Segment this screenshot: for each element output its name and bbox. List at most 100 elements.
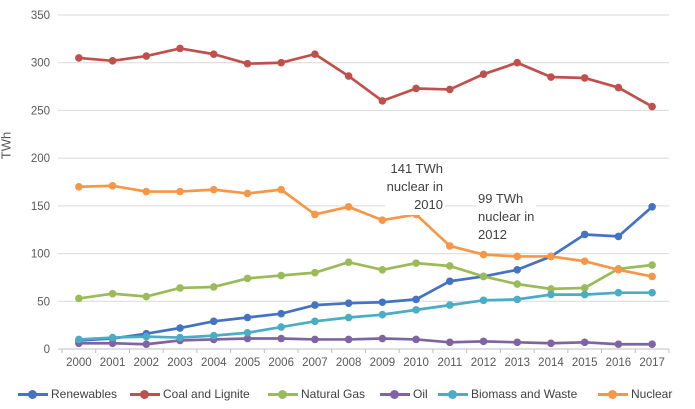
x-tick-label: 2009 (370, 357, 396, 369)
data-point-oil-2002 (142, 340, 151, 349)
x-tick-label: 2005 (235, 357, 261, 369)
chart-legend: Renewables Coal and Lignite Natural Gas … (0, 384, 695, 406)
data-point-oil-2012 (479, 337, 488, 346)
data-point-oil-2005 (243, 334, 252, 343)
data-point-biomass-and-waste-2017 (648, 288, 656, 297)
data-point-coal-and-lignite-2009 (378, 97, 387, 105)
data-point-renewables-2003 (176, 324, 184, 332)
data-point-oil-2006 (277, 334, 285, 343)
data-point-biomass-and-waste-2012 (479, 296, 488, 305)
data-point-coal-and-lignite-2000 (75, 54, 83, 62)
data-point-renewables-2009 (378, 298, 387, 307)
data-point-biomass-and-waste-2004 (209, 331, 218, 340)
data-point-biomass-and-waste-2002 (142, 332, 151, 341)
data-point-nuclear-2008 (344, 203, 353, 211)
data-point-oil-2008 (344, 335, 353, 344)
data-point-renewables-2011 (446, 277, 454, 286)
data-point-natural-gas-2003 (176, 284, 184, 292)
data-point-natural-gas-2015 (580, 284, 589, 292)
y-tick-label: 0 (44, 344, 50, 356)
x-tick-label: 2006 (268, 357, 294, 369)
data-point-coal-and-lignite-2014 (547, 73, 555, 81)
data-point-nuclear-2015 (580, 257, 589, 266)
x-tick-label: 2001 (100, 357, 126, 369)
data-point-natural-gas-2001 (108, 289, 117, 298)
x-tick-label: 2011 (437, 357, 462, 369)
data-point-biomass-and-waste-2003 (176, 333, 184, 342)
data-point-coal-and-lignite-2004 (209, 50, 218, 58)
series-line-renewables (77, 205, 654, 342)
data-point-renewables-2013 (513, 265, 522, 274)
data-point-coal-and-lignite-2003 (176, 44, 184, 53)
data-point-natural-gas-2011 (446, 262, 454, 270)
data-point-coal-and-lignite-2005 (243, 59, 252, 68)
coal-line-marker-icon (130, 389, 160, 399)
data-point-nuclear-2009 (378, 216, 387, 224)
data-point-renewables-2007 (311, 301, 319, 309)
data-point-coal-and-lignite-2001 (108, 57, 117, 65)
data-point-coal-and-lignite-2013 (513, 58, 522, 67)
data-point-coal-and-lignite-2016 (614, 83, 623, 92)
data-point-biomass-and-waste-2005 (243, 328, 252, 337)
data-point-nuclear-2016 (614, 265, 623, 274)
data-point-coal-and-lignite-2012 (479, 70, 488, 78)
data-point-oil-2009 (378, 334, 387, 343)
x-tick-label: 2013 (504, 357, 530, 369)
data-point-renewables-2016 (614, 232, 623, 241)
data-point-biomass-and-waste-2011 (446, 301, 454, 309)
legend-label: Oil (413, 387, 428, 401)
legend-item-nuclear: Nuclear (598, 384, 672, 404)
series-line-coal-and-lignite (77, 47, 654, 108)
data-point-coal-and-lignite-2002 (142, 52, 151, 60)
x-tick-label: 2007 (302, 357, 328, 369)
data-point-nuclear-2012 (479, 250, 488, 259)
data-point-biomass-and-waste-2016 (614, 288, 623, 297)
data-point-nuclear-2013 (513, 252, 522, 261)
y-tick-label: 150 (31, 201, 50, 213)
data-point-natural-gas-2017 (648, 261, 656, 269)
data-point-coal-and-lignite-2015 (580, 74, 589, 82)
data-point-natural-gas-2007 (311, 268, 319, 277)
data-point-renewables-2017 (648, 203, 656, 211)
data-point-biomass-and-waste-2009 (378, 310, 387, 319)
data-point-coal-and-lignite-2008 (344, 72, 353, 80)
x-tick-label: 2015 (572, 357, 598, 369)
data-point-biomass-and-waste-2000 (75, 335, 83, 344)
data-point-coal-and-lignite-2011 (446, 85, 454, 94)
data-point-biomass-and-waste-2013 (513, 295, 522, 304)
data-point-oil-2001 (108, 339, 117, 348)
data-point-oil-2007 (311, 335, 319, 344)
chart-plot-area: 0 50 100 150 200 250 300 350 2000 2001 2002 2003 200… (31, 10, 670, 369)
data-point-renewables-2006 (277, 309, 285, 318)
data-point-biomass-and-waste-2008 (344, 313, 353, 322)
data-point-coal-and-lignite-2010 (412, 84, 420, 93)
data-point-oil-2011 (446, 338, 454, 347)
y-tick-label: 200 (31, 153, 50, 165)
legend-item-natural-gas: Natural Gas (268, 384, 365, 404)
data-point-oil-2016 (614, 340, 623, 349)
legend-label: Nuclear (631, 387, 673, 401)
series-line-nuclear (77, 184, 654, 278)
legend-item-coal-and-lignite: Coal and Lignite (130, 384, 250, 404)
y-axis-title: TWh (0, 131, 14, 160)
data-point-natural-gas-2000 (75, 294, 83, 303)
legend-label: Coal and Lignite (163, 387, 250, 401)
data-point-coal-and-lignite-2007 (311, 50, 319, 58)
data-point-natural-gas-2005 (243, 274, 252, 283)
data-point-coal-and-lignite-2017 (648, 102, 656, 111)
data-point-biomass-and-waste-2001 (108, 333, 117, 342)
annotation-nuclear-2010: 141 TWh nuclear in 2010 (384, 159, 445, 215)
data-point-nuclear-2001 (108, 182, 117, 190)
data-point-renewables-2015 (580, 230, 589, 239)
data-point-biomass-and-waste-2007 (311, 317, 319, 326)
x-tick-label: 2004 (201, 357, 227, 369)
series-line-natural-gas (77, 260, 654, 300)
annotation-nuclear-2012: 99 TWh nuclear in 2012 (476, 189, 537, 245)
series-line-biomass-and-waste (77, 291, 654, 341)
data-point-oil-2015 (580, 338, 589, 347)
x-tick-label: 2008 (336, 357, 362, 369)
nuclear-line-marker-icon (598, 389, 628, 399)
data-point-nuclear-2004 (209, 185, 218, 194)
x-tick-label: 2003 (167, 357, 193, 369)
